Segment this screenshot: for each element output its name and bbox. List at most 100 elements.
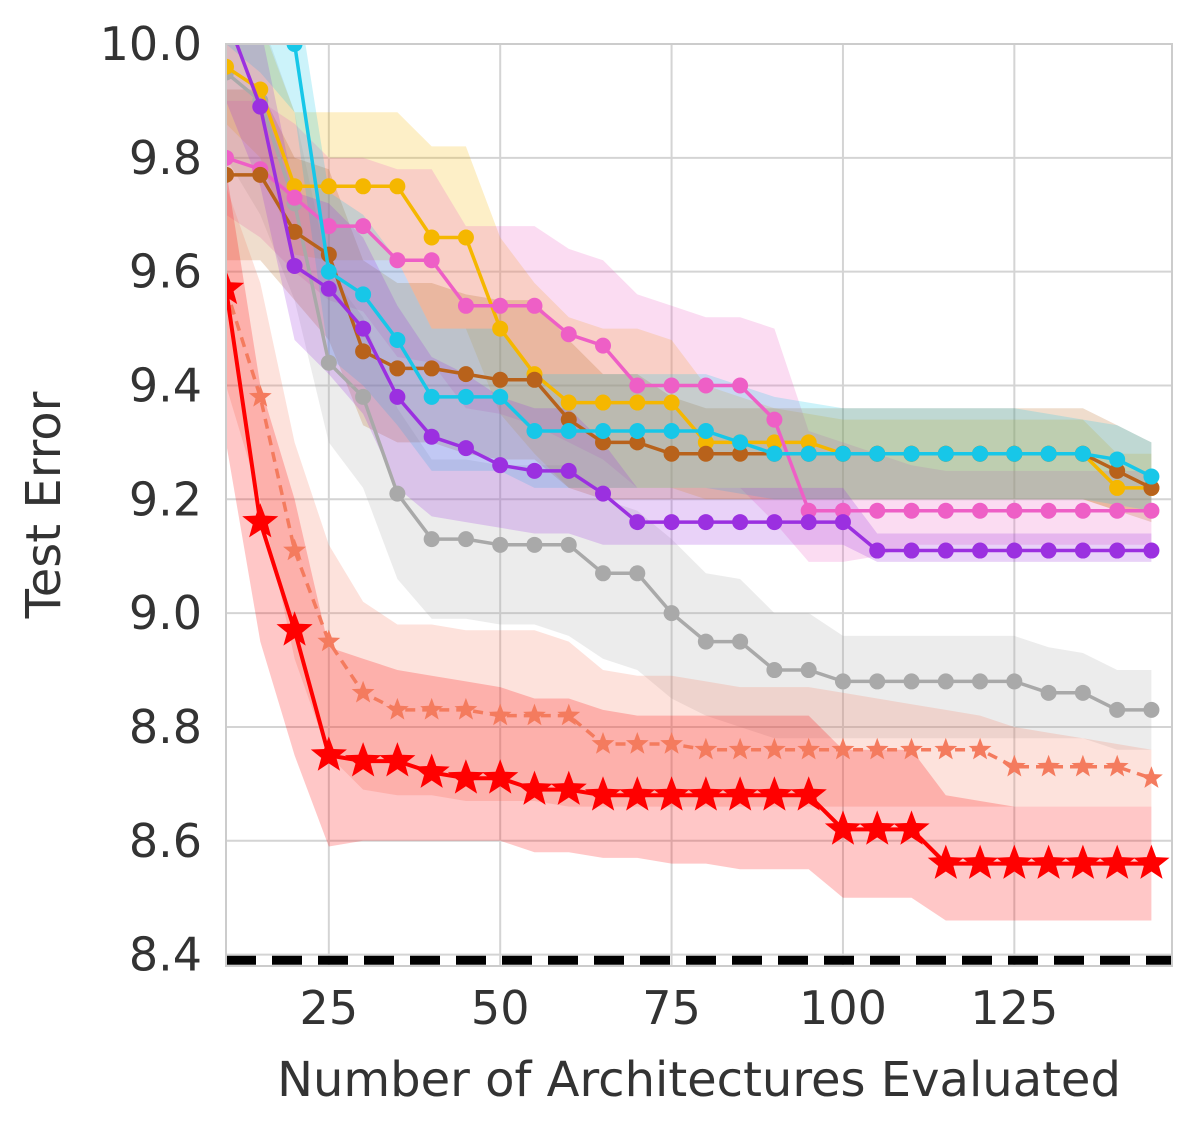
series-point [1143, 701, 1160, 718]
series-point [595, 337, 612, 354]
series-point [663, 377, 680, 394]
series-point [900, 737, 923, 760]
series-point [320, 354, 337, 371]
series-point [1109, 542, 1126, 559]
series-point [526, 462, 543, 479]
series-point [420, 697, 444, 720]
series-line [226, 71, 1152, 712]
series-point [937, 502, 954, 519]
series-point [800, 502, 817, 519]
series-point [389, 485, 406, 502]
series-point [1143, 479, 1160, 496]
series-point [927, 844, 964, 879]
series-point [423, 428, 440, 445]
series-point [1105, 754, 1129, 777]
series-point [310, 736, 347, 771]
series-point [320, 178, 337, 195]
series-point [218, 8, 234, 24]
series-point [1099, 844, 1136, 879]
series-point [619, 776, 656, 811]
series-group [218, 8, 1160, 559]
series-point [457, 388, 474, 405]
series-point [694, 737, 718, 760]
series-point [1071, 754, 1095, 777]
y-tick-label: 9.0 [129, 586, 202, 640]
confidence-band [226, 44, 1152, 511]
series-point [320, 280, 337, 297]
y-tick-label: 8.4 [129, 928, 202, 982]
series-point [663, 514, 680, 531]
series-point [732, 434, 749, 451]
series-point [317, 629, 341, 652]
series-point [286, 44, 303, 52]
series-point [1074, 502, 1091, 519]
series-point [629, 377, 646, 394]
series-point [523, 703, 546, 726]
series-point [591, 732, 615, 754]
confidence-band [226, 44, 1152, 511]
series-point [972, 673, 989, 690]
series-point [859, 810, 896, 845]
series-point [1037, 754, 1060, 777]
series-group [226, 149, 1160, 519]
y-axis-title: Test Error [16, 391, 72, 619]
tick-labels: 8.4 8.6 8.8 9.0 9.2 9.4 9.6 9.8 10.0 25 50 75 100 125 [100, 17, 1059, 1035]
series-point [595, 394, 612, 411]
series-point [893, 810, 930, 845]
series-point [1006, 673, 1023, 690]
series-point [869, 502, 886, 519]
series-point [1109, 479, 1126, 496]
series-point [355, 286, 372, 303]
x-tick-label: 25 [300, 981, 359, 1035]
series-point [447, 759, 484, 794]
series-point [526, 536, 543, 553]
series-line [234, 44, 1152, 553]
series-point [903, 542, 920, 559]
series-point [1040, 542, 1057, 559]
series-point [1002, 754, 1026, 777]
y-tick-label: 8.8 [129, 700, 202, 754]
series-point [557, 703, 581, 726]
series-point [800, 445, 817, 462]
y-tick-label: 9.2 [129, 472, 202, 526]
series-point [516, 770, 553, 805]
series-point [1143, 542, 1160, 559]
series-group [286, 44, 1160, 485]
series-point [834, 502, 851, 519]
series-point [482, 759, 519, 794]
series-point [423, 252, 440, 269]
x-tick-label: 100 [799, 981, 887, 1035]
series-point [903, 502, 920, 519]
series-point [766, 445, 783, 462]
series-point [355, 388, 372, 405]
series-point [286, 178, 303, 195]
series-point [226, 166, 234, 183]
series-point [595, 423, 612, 440]
series-line [292, 44, 1153, 479]
y-tick-label: 9.8 [129, 131, 202, 185]
series-point [457, 297, 474, 314]
series-point [320, 218, 337, 235]
series-point [732, 377, 749, 394]
confidence-band [226, 89, 1152, 523]
series-point [800, 434, 817, 451]
series-point [766, 514, 783, 531]
series-point [423, 229, 440, 246]
series-point [457, 366, 474, 383]
series-point [560, 536, 577, 553]
series-point [355, 218, 372, 235]
series-point [492, 388, 509, 405]
series-point [834, 445, 851, 462]
series-point [248, 384, 272, 407]
series-point [763, 737, 786, 760]
series-point [1040, 684, 1057, 701]
series-point [492, 371, 509, 388]
series-point [800, 514, 817, 531]
series-point [526, 297, 543, 314]
series-point [1040, 502, 1057, 519]
series-point [732, 633, 749, 650]
series-point [663, 605, 680, 622]
confidence-band [226, 100, 1152, 562]
series-point [934, 737, 958, 760]
series-point [697, 423, 714, 440]
